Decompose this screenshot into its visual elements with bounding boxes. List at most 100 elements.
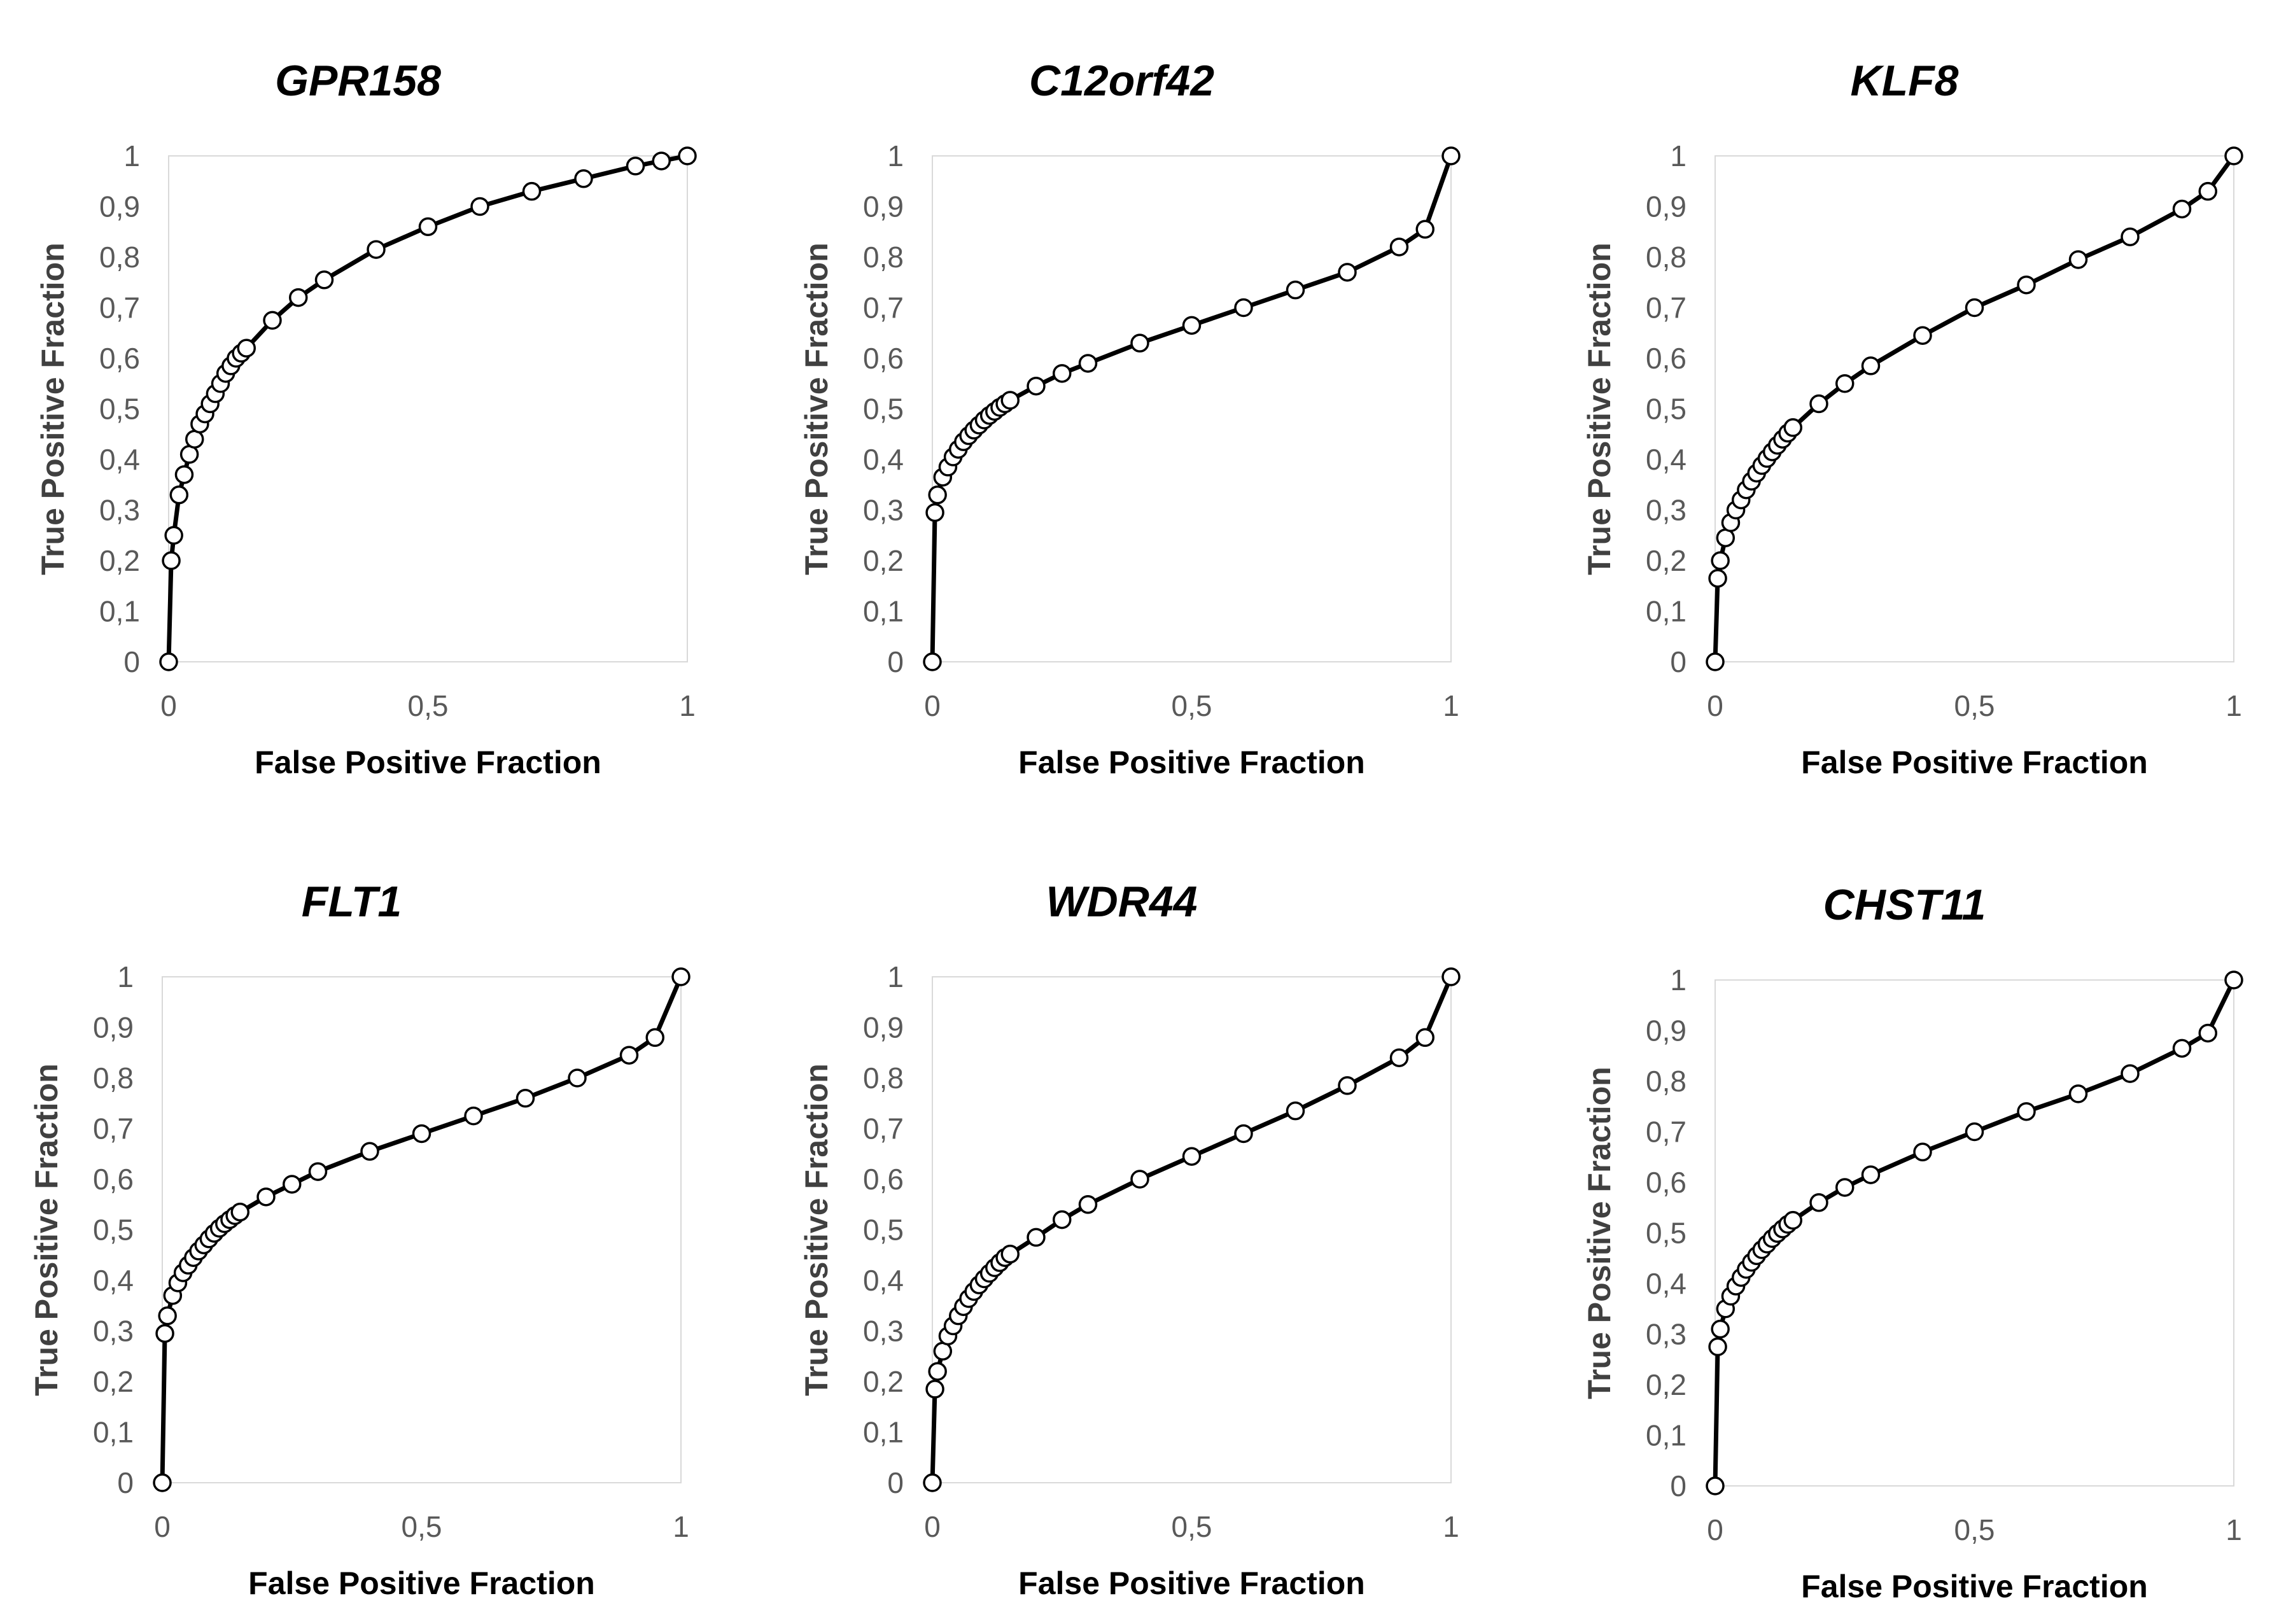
data-point xyxy=(1130,333,1149,353)
y-tick-label: 0,7 xyxy=(863,1112,904,1145)
y-tick-label: 0,3 xyxy=(1646,1318,1686,1351)
x-tick-label: 0 xyxy=(1707,689,1723,722)
data-point xyxy=(1338,263,1357,282)
chart-title: GPR158 xyxy=(275,57,441,105)
chart-title: WDR44 xyxy=(1046,878,1197,926)
chart-title: CHST11 xyxy=(1823,881,1986,929)
x-tick-label: 0,5 xyxy=(1954,1513,1995,1546)
y-tick-label: 1 xyxy=(1670,963,1686,997)
x-tick-label: 0,5 xyxy=(1954,689,1995,722)
x-axis-label: False Positive Fraction xyxy=(255,745,601,780)
y-tick-label: 0,3 xyxy=(1646,494,1686,527)
x-axis-label: False Positive Fraction xyxy=(1801,1569,2148,1604)
y-tick-label: 0,5 xyxy=(99,393,140,426)
y-tick-label: 0,6 xyxy=(1646,342,1686,375)
y-axis-label: True Positive Fraction xyxy=(1581,1067,1617,1399)
data-point xyxy=(1708,569,1727,588)
data-point xyxy=(1783,418,1802,437)
data-point xyxy=(1711,1319,1730,1339)
plot-area xyxy=(932,976,1452,1483)
y-tick-label: 1 xyxy=(123,139,140,172)
y-tick-label: 0,6 xyxy=(93,1163,134,1196)
roc-curve-line xyxy=(160,974,684,1485)
y-axis-label: True Positive Fraction xyxy=(29,1063,64,1396)
data-point xyxy=(925,503,944,522)
y-tick-label: 0,4 xyxy=(863,1264,904,1297)
data-point xyxy=(308,1162,328,1181)
y-tick-label: 0 xyxy=(887,1466,904,1499)
data-point xyxy=(671,967,691,986)
y-tick-label: 0,1 xyxy=(93,1416,134,1449)
data-point xyxy=(1861,356,1881,375)
data-point xyxy=(1711,551,1730,570)
data-point xyxy=(263,311,282,330)
data-point xyxy=(678,146,697,165)
roc-chart-klf8: KLF8 0 0,1 0,2 0,3 0,4 0,5 0,6 0,7 0,8 0,9 1 0 0,5 1 Fa… xyxy=(1581,57,2243,780)
y-tick-label: 0,9 xyxy=(93,1011,134,1044)
roc-chart-flt1: FLT1 0 0,1 0,2 0,3 0,4 0,5 0,6 0,7 0,8 0,9 1 0 0,5 1 Fa… xyxy=(29,878,691,1601)
x-tick-label: 0,5 xyxy=(1172,1510,1212,1543)
x-tick-label: 0 xyxy=(924,1510,941,1543)
x-tick-label: 0,5 xyxy=(408,689,449,722)
x-tick-label: 0 xyxy=(924,689,941,722)
data-point xyxy=(1706,652,1725,671)
data-point xyxy=(1053,364,1072,383)
data-point xyxy=(159,652,178,671)
data-point xyxy=(1078,1195,1098,1214)
y-tick-label: 0,8 xyxy=(1646,1065,1686,1098)
data-point xyxy=(2198,1023,2217,1043)
x-tick-label: 1 xyxy=(673,1510,689,1543)
data-point xyxy=(367,240,386,259)
roc-chart-chst11: CHST11 0 0,1 0,2 0,3 0,4 0,5 0,6 0,7 0,8 0,9 1 0 0,5 1… xyxy=(1581,881,2243,1604)
x-axis-label: False Positive Fraction xyxy=(248,1565,595,1601)
data-point xyxy=(1835,374,1855,393)
data-point xyxy=(925,1380,944,1399)
data-point xyxy=(1130,1170,1149,1189)
y-tick-label: 0,9 xyxy=(863,1011,904,1044)
data-point xyxy=(1708,1337,1727,1357)
data-point xyxy=(289,288,308,307)
data-point xyxy=(470,197,489,216)
y-tick-label: 0,9 xyxy=(1646,1014,1686,1047)
y-tick-label: 0,9 xyxy=(99,190,140,223)
data-point xyxy=(626,157,645,176)
data-point xyxy=(418,217,438,237)
data-point xyxy=(1389,237,1409,256)
data-point xyxy=(1286,1101,1305,1121)
y-tick-label: 0,3 xyxy=(99,494,140,527)
y-tick-label: 0,6 xyxy=(863,1163,904,1196)
y-tick-label: 0,8 xyxy=(863,1061,904,1095)
y-tick-label: 0,7 xyxy=(93,1112,134,1145)
x-tick-label: 0,5 xyxy=(402,1510,442,1543)
data-point xyxy=(1338,1076,1357,1095)
y-axis-label: True Positive Fraction xyxy=(1581,242,1617,575)
data-point xyxy=(522,181,542,201)
data-point xyxy=(1415,1028,1434,1047)
y-axis-label: True Positive Fraction xyxy=(799,1063,834,1396)
data-point xyxy=(283,1175,302,1194)
x-tick-label: 1 xyxy=(1443,1510,1459,1543)
data-point xyxy=(185,430,204,449)
roc-panel-gpr158: GPR158 0 0,1 0,2 0,3 0,4 0,5 0,6 0,7 0,8 0,9 1 0 0,5 1… xyxy=(35,0,796,780)
data-point xyxy=(619,1046,639,1065)
data-point xyxy=(1441,967,1461,986)
y-tick-label: 0,1 xyxy=(1646,1419,1686,1452)
y-tick-label: 0,4 xyxy=(1646,443,1686,476)
data-point xyxy=(1783,1210,1802,1230)
data-point xyxy=(1441,146,1461,165)
data-point xyxy=(1078,354,1098,373)
y-tick-label: 0,3 xyxy=(863,1315,904,1348)
roc-chart-c12orf42: C12orf42 0 0,1 0,2 0,3 0,4 0,5 0,6 0,7 0,8 0,9 1 0 0,… xyxy=(799,57,1461,780)
y-axis-label: True Positive Fraction xyxy=(35,242,71,575)
y-axis-label: True Positive Fraction xyxy=(799,242,834,575)
data-point xyxy=(1809,394,1828,414)
roc-panel-flt1: FLT1 0 0,1 0,2 0,3 0,4 0,5 0,6 0,7 0,8 0,9 1 0 0,5 1 Fa… xyxy=(29,821,789,1601)
data-point xyxy=(1965,1122,1984,1142)
roc-panel-klf8: KLF8 0 0,1 0,2 0,3 0,4 0,5 0,6 0,7 0,8 0,9 1 0 0,5 1 Fa… xyxy=(1581,0,2286,780)
y-tick-label: 1 xyxy=(887,139,904,172)
data-point xyxy=(314,270,334,290)
data-point xyxy=(1286,280,1305,300)
data-point xyxy=(2121,227,2140,246)
data-point xyxy=(237,339,256,358)
data-point xyxy=(1389,1048,1409,1067)
